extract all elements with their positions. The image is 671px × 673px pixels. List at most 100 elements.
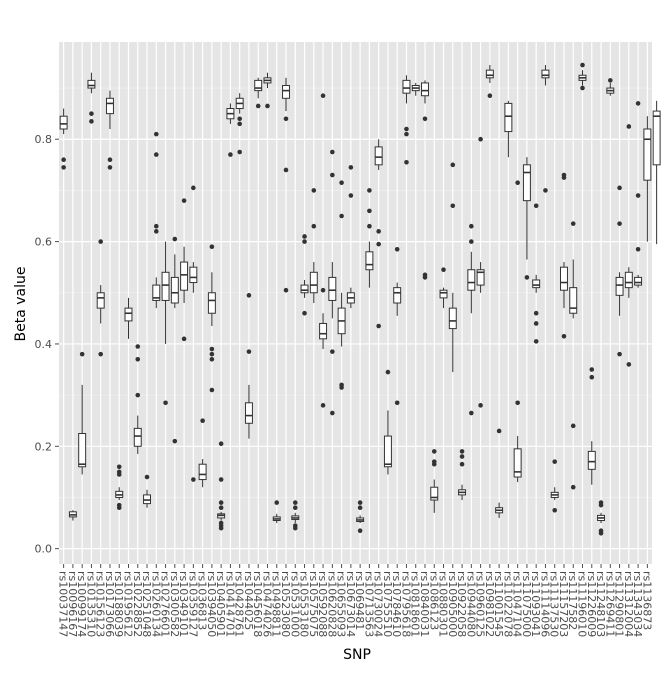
box-iqr bbox=[402, 79, 411, 94]
outlier-point bbox=[617, 185, 622, 191]
snp-box-rs11114096 bbox=[541, 65, 550, 193]
snp-box-rs10730024 bbox=[374, 139, 383, 329]
y-tick-label: 0.8 bbox=[35, 133, 53, 146]
x-tick-label: rs11022078 bbox=[501, 571, 514, 637]
snp-box-rs10260134 bbox=[152, 131, 161, 309]
x-tick-label: rs1117582 bbox=[566, 571, 579, 630]
outlier-point bbox=[404, 131, 409, 137]
outlier-point bbox=[209, 387, 215, 393]
outlier-point bbox=[580, 62, 585, 68]
outlier-point bbox=[524, 275, 530, 280]
box-iqr bbox=[615, 276, 624, 296]
x-tick-label: rs10188039 bbox=[112, 571, 125, 637]
box-iqr bbox=[161, 271, 170, 301]
x-tick-label: rs11157203 bbox=[557, 571, 570, 637]
box-iqr bbox=[383, 435, 392, 468]
outlier-point bbox=[330, 410, 335, 416]
x-tick-label: rs10456018 bbox=[251, 571, 264, 637]
x-tick-label: rs10592088 bbox=[316, 571, 329, 637]
x-tick-label: rs10349101 bbox=[177, 571, 190, 637]
box-iqr bbox=[124, 307, 133, 322]
outlier-point bbox=[79, 351, 85, 357]
outlier-point bbox=[191, 477, 196, 482]
outlier-point bbox=[533, 339, 539, 344]
x-tick-label: rs10228852 bbox=[131, 571, 144, 637]
snp-box-rs10188039 bbox=[115, 464, 124, 511]
snp-box-rs11312004 bbox=[624, 124, 633, 367]
outlier-point bbox=[135, 344, 141, 349]
box-iqr bbox=[522, 164, 531, 202]
box-iqr bbox=[643, 128, 652, 181]
box-iqr bbox=[532, 279, 541, 289]
box-iqr bbox=[328, 276, 337, 301]
snp-box-rs10349101 bbox=[180, 198, 189, 342]
x-tick-label: rs10037147 bbox=[57, 571, 70, 637]
x-tick-label: rs10251048 bbox=[140, 571, 153, 637]
box-iqr bbox=[393, 287, 402, 304]
outlier-point bbox=[626, 362, 632, 367]
x-tick-label: rs10840031 bbox=[418, 571, 431, 637]
outlier-point bbox=[459, 461, 465, 467]
snp-box-rs1044025 bbox=[244, 293, 253, 439]
x-tick-label: rs10531000 bbox=[288, 571, 301, 637]
snp-box-rs10655093 bbox=[337, 180, 346, 390]
x-tick-label: rs10655093 bbox=[335, 571, 348, 637]
outlier-point bbox=[367, 208, 372, 214]
x-tick-label: rs10944080 bbox=[464, 571, 477, 637]
outlier-point bbox=[116, 472, 122, 477]
x-tick-label: rs10394050 bbox=[205, 571, 218, 637]
outlier-point bbox=[422, 275, 428, 280]
outlier-point bbox=[635, 101, 641, 106]
x-tick-label: rs10673014 bbox=[344, 571, 357, 637]
snp-box-rs10474026 bbox=[263, 72, 272, 109]
x-tick-label: rs10276601 bbox=[159, 571, 172, 637]
outlier-point bbox=[135, 392, 141, 398]
snp-box-rs10960125 bbox=[476, 136, 485, 408]
outlier-point bbox=[431, 449, 437, 454]
box-iqr bbox=[485, 69, 494, 79]
box-iqr bbox=[300, 284, 309, 294]
x-tick-label: rs10156123 bbox=[94, 571, 107, 637]
box-iqr bbox=[309, 271, 318, 294]
snp-box-rs10251048 bbox=[143, 474, 151, 508]
outlier-point bbox=[61, 157, 66, 163]
x-tick-label: rs11248103 bbox=[594, 571, 607, 637]
x-tick-label: rs10260134 bbox=[149, 571, 162, 637]
snp-box-rs10784610 bbox=[393, 246, 402, 406]
outlier-point bbox=[478, 403, 483, 408]
outlier-point bbox=[283, 116, 289, 122]
x-tick-label: rs1036813 bbox=[196, 571, 209, 630]
box-iqr bbox=[652, 110, 661, 166]
x-tick-label: rs10195612 bbox=[121, 571, 134, 637]
box-iqr bbox=[624, 271, 633, 289]
outlier-point bbox=[552, 507, 558, 513]
snp-box-rs10394050 bbox=[207, 244, 216, 393]
outlier-point bbox=[61, 165, 66, 170]
outlier-point bbox=[246, 293, 252, 298]
box-iqr bbox=[105, 97, 114, 115]
snp-box-rs10755510 bbox=[383, 369, 392, 475]
outlier-point bbox=[598, 502, 604, 508]
x-tick-label: rs10498811 bbox=[270, 571, 283, 637]
y-tick-label: 0.6 bbox=[35, 236, 53, 249]
outlier-point bbox=[589, 374, 595, 380]
box-iqr bbox=[374, 146, 383, 166]
outlier-point bbox=[153, 229, 159, 234]
outlier-point bbox=[135, 356, 141, 362]
outlier-point bbox=[116, 464, 122, 470]
outlier-point bbox=[376, 229, 381, 234]
x-tick-label: rs11196010 bbox=[576, 571, 589, 637]
y-axis-title: Beta value bbox=[13, 267, 29, 342]
outlier-point bbox=[153, 223, 159, 229]
x-tick-label: rs10523080 bbox=[279, 571, 292, 637]
box-iqr bbox=[254, 79, 263, 92]
snp-box-rs10531000 bbox=[291, 500, 300, 531]
x-tick-label: rs11075000 bbox=[520, 571, 533, 637]
x-tick-label: rs10713563 bbox=[362, 571, 375, 637]
outlier-point bbox=[302, 310, 307, 316]
snp-box-rs10276601 bbox=[161, 241, 170, 406]
snp-box-rs11343034 bbox=[634, 101, 643, 288]
x-tick-label: rs10099174 bbox=[75, 571, 88, 637]
snp-box-rs10359127 bbox=[189, 185, 198, 482]
